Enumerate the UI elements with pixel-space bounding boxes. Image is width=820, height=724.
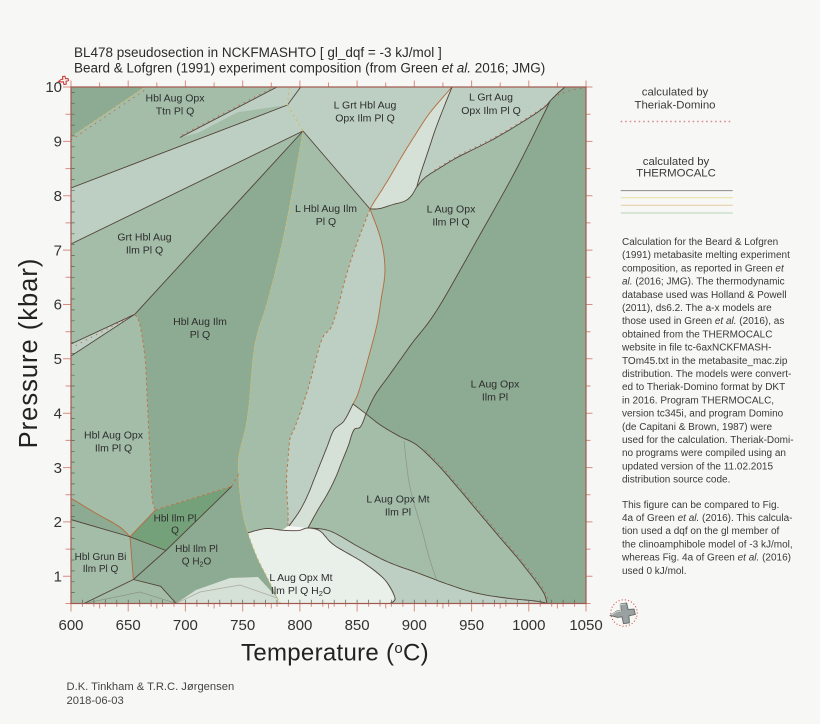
svg-text:Hbl Aug Opx: Hbl Aug Opx bbox=[84, 430, 144, 442]
svg-text:750: 750 bbox=[230, 617, 255, 634]
svg-text:Hbl Grun Bi: Hbl Grun Bi bbox=[75, 552, 127, 563]
svg-text:700: 700 bbox=[173, 617, 198, 634]
svg-text:L Grt Hbl Aug: L Grt Hbl Aug bbox=[334, 100, 397, 112]
svg-text:distribution. The models were: distribution. The models were convert- bbox=[622, 369, 791, 380]
svg-text:850: 850 bbox=[345, 617, 370, 634]
svg-text:Q H2O: Q H2O bbox=[182, 557, 212, 569]
svg-text:900: 900 bbox=[402, 617, 427, 634]
svg-text:Opx Ilm Pl Q: Opx Ilm Pl Q bbox=[335, 113, 395, 125]
svg-text:Hbl Ilm Pl: Hbl Ilm Pl bbox=[154, 514, 197, 525]
svg-text:(2011), ds6.2. The a-x models: (2011), ds6.2. The a-x models are bbox=[622, 303, 772, 314]
svg-text:D.K. Tinkham & T.R.C. Jørgense: D.K. Tinkham & T.R.C. Jørgensen bbox=[67, 681, 235, 693]
svg-text:Ilm Pl: Ilm Pl bbox=[482, 392, 508, 404]
svg-text:Hbl Ilm Pl: Hbl Ilm Pl bbox=[175, 544, 218, 555]
svg-text:650: 650 bbox=[116, 617, 141, 634]
svg-text:800: 800 bbox=[287, 617, 312, 634]
svg-text:used 0 kJ/mol.: used 0 kJ/mol. bbox=[622, 566, 686, 577]
svg-text:L Aug Opx: L Aug Opx bbox=[427, 204, 476, 216]
svg-text:obtained from the THERMOCALC: obtained from the THERMOCALC bbox=[622, 329, 772, 340]
svg-text:BL478 pseudosection in NCKFMAS: BL478 pseudosection in NCKFMASHTO [ gl_d… bbox=[74, 45, 442, 60]
svg-text:(de Capitani & Brown, 1987) we: (de Capitani & Brown, 1987) were bbox=[622, 422, 773, 433]
svg-text:Q: Q bbox=[171, 526, 179, 537]
svg-text:calculated by: calculated by bbox=[642, 87, 709, 99]
svg-text:4a of Green et al. (2016). Thi: 4a of Green et al. (2016). This calcula- bbox=[622, 513, 792, 524]
svg-text:9: 9 bbox=[54, 134, 62, 151]
svg-text:1050: 1050 bbox=[569, 617, 602, 634]
svg-text:Opx Ilm Pl Q: Opx Ilm Pl Q bbox=[461, 105, 521, 117]
svg-text:Ttn Pl Q: Ttn Pl Q bbox=[156, 106, 195, 118]
svg-text:(1991) metabasite melting expe: (1991) metabasite melting experiment bbox=[622, 250, 790, 261]
svg-text:Grt Hbl Aug: Grt Hbl Aug bbox=[117, 232, 171, 244]
svg-text:10: 10 bbox=[45, 79, 62, 96]
svg-text:Calculation for the Beard & Lo: Calculation for the Beard & Lofgren bbox=[622, 237, 778, 248]
svg-text:L Aug Opx: L Aug Opx bbox=[471, 379, 520, 391]
svg-text:version tc345i, and program Do: version tc345i, and program Domino bbox=[622, 409, 784, 420]
svg-text:6: 6 bbox=[54, 297, 62, 314]
svg-text:calculated by: calculated by bbox=[643, 156, 710, 168]
svg-text:1000: 1000 bbox=[512, 617, 545, 634]
svg-text:THERMOCALC: THERMOCALC bbox=[636, 168, 716, 180]
svg-text:tion used a dqf on the gl memb: tion used a dqf on the gl member of bbox=[622, 526, 780, 537]
svg-text:whereas Fig. 4a of Green et al: whereas Fig. 4a of Green et al. (2016) bbox=[621, 553, 791, 564]
svg-text:Ilm Pl Q H2O: Ilm Pl Q H2O bbox=[271, 585, 331, 598]
svg-text:used for the calculation. Ther: used for the calculation. Theriak-Domi- bbox=[622, 435, 794, 446]
svg-text:This figure can be compared to: This figure can be compared to Fig. bbox=[622, 500, 779, 511]
svg-text:ed to Theriak-Domino format by: ed to Theriak-Domino format by DKT bbox=[622, 382, 785, 393]
svg-text:those used in Green et al. (20: those used in Green et al. (2016), as bbox=[622, 316, 784, 327]
svg-text:Ilm Pl Q: Ilm Pl Q bbox=[83, 564, 119, 575]
svg-text:Pressure (kbar): Pressure (kbar) bbox=[15, 258, 43, 449]
svg-text:database used was Holland & Po: database used was Holland & Powell bbox=[622, 290, 787, 301]
svg-text:3: 3 bbox=[54, 460, 62, 477]
svg-text:composition, as reported in Gr: composition, as reported in Green et bbox=[622, 263, 785, 274]
svg-text:L Hbl Aug Ilm: L Hbl Aug Ilm bbox=[295, 203, 357, 215]
svg-text:950: 950 bbox=[459, 617, 484, 634]
svg-text:in 2016. Program THERMOCALC,: in 2016. Program THERMOCALC, bbox=[622, 395, 774, 406]
svg-text:Hbl Aug Ilm: Hbl Aug Ilm bbox=[173, 316, 227, 328]
svg-text:distribution source code.: distribution source code. bbox=[622, 475, 730, 486]
svg-text:Ilm Pl: Ilm Pl bbox=[385, 507, 411, 519]
svg-text:2: 2 bbox=[54, 514, 62, 531]
svg-text:7: 7 bbox=[54, 242, 62, 259]
svg-text:Pl Q: Pl Q bbox=[316, 216, 336, 228]
svg-text:updated version of the 11.02.2: updated version of the 11.02.2015 bbox=[622, 461, 773, 472]
svg-text:L Grt Aug: L Grt Aug bbox=[469, 92, 513, 104]
svg-text:Ilm Pl Q: Ilm Pl Q bbox=[95, 443, 132, 455]
svg-text:5: 5 bbox=[54, 351, 62, 368]
svg-text:the clinoamphibole model of -3: the clinoamphibole model of -3 kJ/mol, bbox=[622, 539, 793, 550]
svg-text:Hbl Aug Opx: Hbl Aug Opx bbox=[146, 92, 206, 104]
svg-text:al. (2016; JMG). The thermodyn: al. (2016; JMG). The thermodynamic bbox=[622, 277, 785, 288]
svg-text:TOm45.txt in the metabasite_ma: TOm45.txt in the metabasite_mac.zip bbox=[622, 356, 788, 367]
svg-text:Ilm Pl Q: Ilm Pl Q bbox=[432, 217, 469, 229]
svg-text:Ilm Pl Q: Ilm Pl Q bbox=[126, 245, 163, 257]
svg-text:Beard & Lofgren (1991) experim: Beard & Lofgren (1991) experiment compos… bbox=[74, 61, 545, 76]
svg-text:Theriak-Domino: Theriak-Domino bbox=[634, 99, 715, 111]
svg-text:no programs were compiled usin: no programs were compiled using an bbox=[622, 448, 786, 459]
svg-text:4: 4 bbox=[54, 405, 62, 422]
svg-text:L Aug Opx Mt: L Aug Opx Mt bbox=[269, 572, 332, 584]
svg-text:1: 1 bbox=[54, 569, 62, 586]
svg-text:Pl Q: Pl Q bbox=[190, 329, 210, 341]
svg-text:L Aug Opx Mt: L Aug Opx Mt bbox=[366, 494, 429, 506]
svg-text:2018-06-03: 2018-06-03 bbox=[67, 695, 124, 707]
svg-text:600: 600 bbox=[58, 617, 83, 634]
svg-text:8: 8 bbox=[54, 188, 62, 205]
svg-text:website in file tc-6axNCKFMASH: website in file tc-6axNCKFMASH- bbox=[621, 343, 771, 354]
